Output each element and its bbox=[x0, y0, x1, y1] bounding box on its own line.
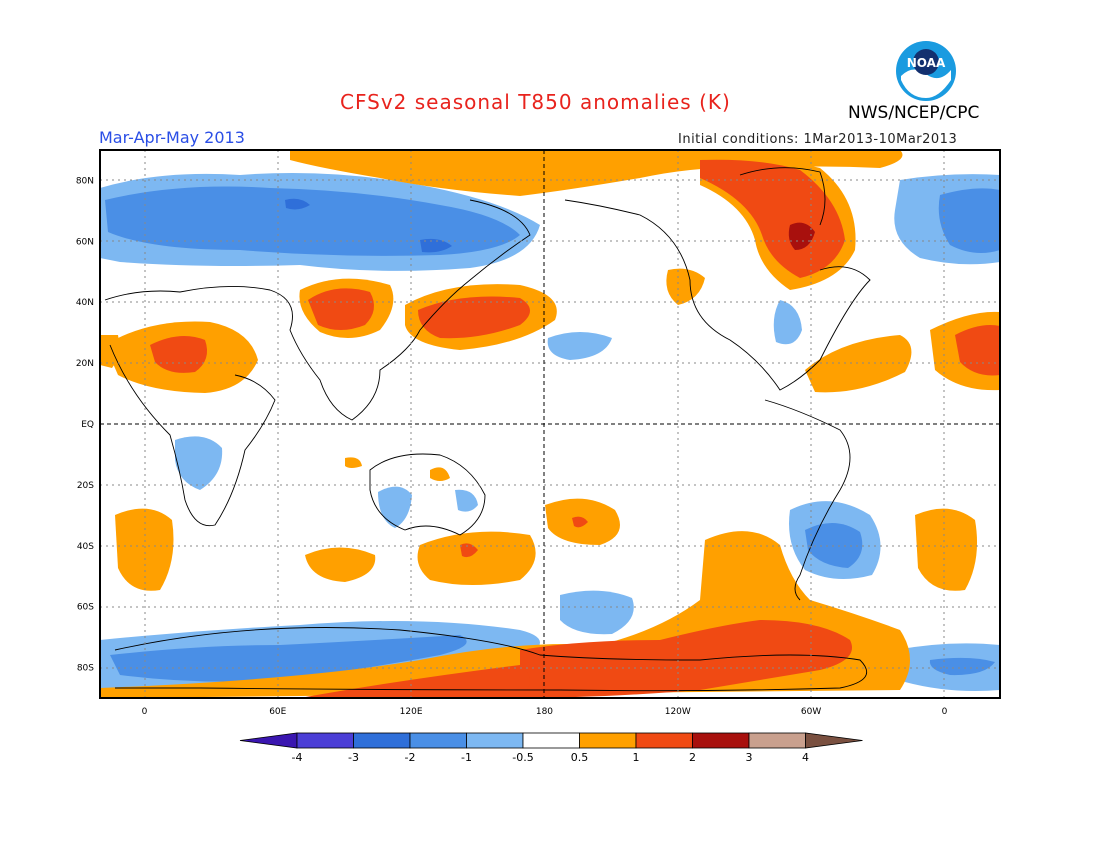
colorbar-box bbox=[409, 732, 467, 749]
colorbar-box bbox=[353, 732, 411, 749]
colorbar-box bbox=[522, 732, 580, 749]
colorbar-box bbox=[579, 732, 637, 749]
lat-tick-label: 40N bbox=[76, 298, 94, 308]
coastlines bbox=[104, 167, 871, 692]
colorbar-box bbox=[466, 732, 524, 749]
cold-medium-regions bbox=[105, 186, 1000, 682]
colorbar: -4 -3 -2 -1 -0.5 0.5 1 2 3 4 bbox=[239, 732, 863, 764]
colorbar-label: 0.5 bbox=[571, 751, 589, 764]
initial-conditions-label: Initial conditions: 1Mar2013-10Mar2013 bbox=[678, 132, 958, 147]
anomaly-fields bbox=[100, 150, 1000, 698]
colorbar-label: -0.5 bbox=[512, 751, 533, 764]
chart-title: CFSv2 seasonal T850 anomalies (K) bbox=[340, 90, 731, 114]
grid-lines bbox=[100, 150, 1000, 698]
lat-tick-label: 40S bbox=[77, 542, 94, 552]
map-frame bbox=[99, 149, 1001, 699]
lon-tick-label: 120E bbox=[400, 707, 423, 717]
colorbar-box bbox=[635, 732, 693, 749]
colorbar-arrow-right bbox=[805, 732, 863, 749]
lat-tick-label: 20S bbox=[77, 481, 94, 491]
lat-tick-label: 20N bbox=[76, 359, 94, 369]
colorbar-label: 3 bbox=[746, 751, 753, 764]
colorbar-label: 1 bbox=[633, 751, 640, 764]
colorbar-label: -2 bbox=[405, 751, 416, 764]
cold-strong-regions bbox=[285, 198, 452, 253]
lat-tick-label: 60S bbox=[77, 603, 94, 613]
colorbar-label: -3 bbox=[348, 751, 359, 764]
warm-strong-regions bbox=[788, 222, 815, 250]
latitude-labels: 80N 60N 40N 20N EQ 20S 40S 60S 80S bbox=[76, 176, 94, 673]
lon-tick-label: 180 bbox=[536, 707, 553, 717]
agency-label: NWS/NCEP/CPC bbox=[848, 103, 980, 123]
noaa-logo-icon: NOAA bbox=[896, 41, 956, 101]
colorbar-label: -4 bbox=[292, 751, 303, 764]
colorbar-box bbox=[692, 732, 750, 749]
lon-tick-label: 0 bbox=[142, 707, 148, 717]
noaa-logo-text: NOAA bbox=[907, 56, 946, 70]
colorbar-box bbox=[296, 732, 354, 749]
lon-tick-label: 120W bbox=[665, 707, 691, 717]
colorbar-arrow-left bbox=[239, 732, 298, 749]
lon-tick-label: 60W bbox=[801, 707, 821, 717]
lat-tick-label: 80S bbox=[77, 664, 94, 674]
season-label: Mar-Apr-May 2013 bbox=[99, 128, 245, 147]
longitude-labels: 0 60E 120E 180 120W 60W 0 bbox=[142, 707, 948, 717]
colorbar-box bbox=[748, 732, 806, 749]
lat-tick-label: 60N bbox=[76, 237, 94, 247]
lat-tick-label: EQ bbox=[81, 420, 94, 430]
lon-tick-label: 0 bbox=[942, 707, 948, 717]
colorbar-label: 4 bbox=[802, 751, 809, 764]
lon-tick-label: 60E bbox=[269, 707, 286, 717]
warm-medium-regions bbox=[150, 159, 1000, 698]
lat-tick-label: 80N bbox=[76, 176, 94, 186]
colorbar-label: -1 bbox=[461, 751, 472, 764]
colorbar-label: 2 bbox=[689, 751, 696, 764]
